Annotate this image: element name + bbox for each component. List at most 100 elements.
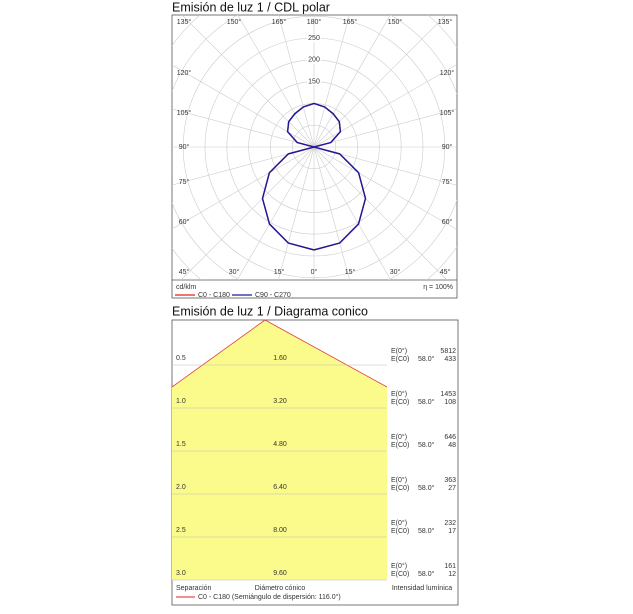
polar-layer: 150 200 250 135° 150° 165° 180° 165° 150° 135° 45°… (175, 18, 454, 299)
polar-title: Emisión de luz 1 / CDL polar (172, 0, 330, 14)
distance: 1.0 (176, 398, 186, 405)
radial-line (172, 108, 315, 148)
angle-label: 15° (274, 268, 285, 276)
e0: 646 (444, 434, 456, 441)
distance: 1.5 (176, 441, 186, 448)
legend-label: C0 - C180 (198, 292, 230, 299)
angle: 58.0° (418, 355, 435, 363)
angle-label: 150° (388, 18, 403, 26)
cone-area (172, 320, 387, 580)
angle-label: 60° (179, 218, 190, 226)
angle: 58.0° (418, 398, 435, 406)
ec0-label: E(C0) (391, 399, 409, 406)
diameter: 4.80 (273, 441, 287, 448)
e0-label: E(0°) (391, 347, 407, 355)
angle-label: 0° (311, 268, 318, 276)
angle: 58.0° (418, 484, 435, 492)
col-diameter: Diámetro cónico (255, 585, 306, 592)
ec0: 108 (444, 399, 456, 406)
angle: 58.0° (418, 441, 435, 449)
angle-label: 105° (177, 109, 192, 117)
radial-line (313, 146, 392, 280)
e0-label: E(0°) (391, 476, 407, 484)
radial-line (313, 146, 457, 186)
r-tick-bg (307, 34, 321, 42)
e0-label: E(0°) (391, 390, 407, 398)
radial-line (181, 15, 315, 148)
ec0-label: E(C0) (391, 528, 409, 535)
e0-label: E(0°) (391, 562, 407, 570)
angle-label: 30° (390, 268, 401, 276)
radial-line (236, 146, 315, 280)
distance: 2.5 (176, 527, 186, 534)
radial-line (313, 146, 448, 280)
col-intensity: Intensidad lumínica (392, 585, 452, 592)
angle-label: 90° (179, 143, 190, 151)
angle-label: 150° (227, 18, 242, 26)
angle-label: 75° (179, 178, 190, 186)
cone-edge (171, 319, 388, 388)
ec0-label: E(C0) (391, 442, 409, 449)
angle-label: 135° (177, 18, 192, 26)
e0: 161 (444, 563, 456, 570)
ec0: 48 (448, 442, 456, 449)
e0: 363 (444, 477, 456, 484)
radial-line (180, 146, 315, 280)
radial-line (313, 15, 447, 148)
angle-label: 45° (440, 268, 451, 276)
distance: 2.0 (176, 484, 186, 491)
diameter: 1.60 (273, 355, 287, 362)
angle-label: 165° (343, 18, 358, 26)
r-tick-label: 200 (308, 57, 320, 64)
radial-line (313, 108, 457, 148)
radial-line (172, 64, 315, 148)
diameter: 6.40 (273, 484, 287, 491)
ec0: 12 (448, 571, 456, 578)
r-tick-label: 150 (308, 78, 320, 85)
efficiency: η = 100% (423, 284, 453, 291)
unit: cd/klm (176, 284, 196, 291)
diameter: 9.60 (273, 570, 287, 577)
angle-label: 60° (442, 218, 453, 226)
radial-line (313, 15, 350, 148)
angle-label: 105° (440, 109, 455, 117)
r-tick-label: 250 (308, 35, 320, 42)
angle-label: 120° (440, 69, 455, 77)
angle-label: 15° (345, 268, 356, 276)
ec0-label: E(C0) (391, 356, 409, 363)
radial-line (278, 146, 315, 280)
intensity-curve (261, 102, 317, 251)
distance: 3.0 (176, 570, 186, 577)
cone-legend: C0 - C180 (Semiángulo de dispersión: 116… (198, 593, 341, 601)
angle-label: 30° (229, 268, 240, 276)
e0: 1453 (440, 391, 456, 398)
angle-label: 90° (442, 143, 453, 151)
angle-label: 165° (272, 18, 287, 26)
e0: 5812 (440, 348, 456, 355)
radial-line (172, 146, 315, 186)
r-tick-bg (307, 77, 321, 86)
angle-label: 135° (438, 18, 453, 26)
radial-line (313, 146, 350, 280)
e0: 232 (444, 520, 456, 527)
radial-line (313, 64, 457, 148)
angle-label: 45° (179, 268, 190, 276)
ec0-label: E(C0) (391, 485, 409, 492)
ec0: 17 (448, 528, 456, 535)
e0-label: E(0°) (391, 433, 407, 441)
angle-label: 120° (177, 69, 192, 77)
ec0: 433 (444, 356, 456, 363)
distance: 0.5 (176, 355, 186, 362)
angle: 58.0° (418, 570, 435, 578)
diameter: 8.00 (273, 527, 287, 534)
radial-line (313, 15, 391, 148)
angle: 58.0° (418, 527, 435, 535)
radial-line (237, 15, 315, 148)
diameter: 3.20 (273, 398, 287, 405)
ec0: 27 (448, 485, 456, 492)
angle-label: 75° (442, 178, 453, 186)
radial-line (278, 15, 315, 148)
